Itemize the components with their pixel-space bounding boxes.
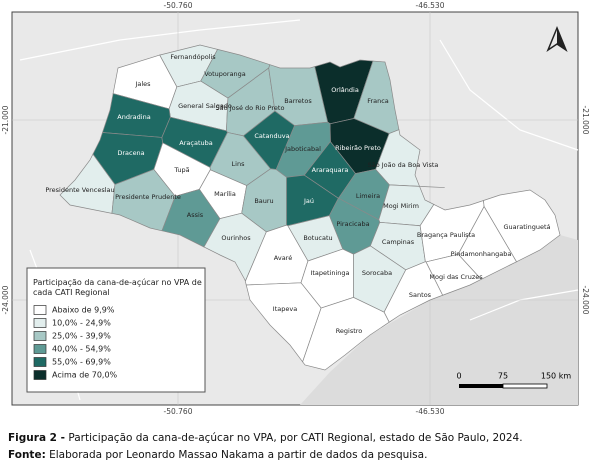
region-label: Campinas: [382, 238, 415, 246]
region: [203, 212, 267, 283]
region-label: Itapetininga: [310, 269, 349, 277]
region-label: São João da Boa Vista: [368, 161, 439, 169]
region-label: Ourinhos: [221, 234, 251, 242]
region-label: Sorocaba: [362, 269, 392, 277]
region-label: Pindamonhangaba: [451, 250, 512, 258]
map: Fernandópolis Jales Votuporanga General Sal…: [1, 1, 590, 416]
scale-bar: [459, 383, 548, 389]
source-label: Fonte:: [8, 449, 46, 461]
region-label: São José do Rio Preto: [216, 104, 285, 112]
legend-label: Abaixo de 9,9%: [52, 306, 115, 315]
region-label: Limeira: [356, 192, 380, 200]
coord-label: -46.530: [416, 407, 445, 416]
region-label: Catanduva: [254, 132, 289, 140]
region-label: Guaratinguetá: [503, 223, 550, 231]
region-label: General Salgado: [178, 102, 232, 110]
region: [375, 129, 445, 188]
region-label: Jales: [134, 80, 151, 88]
caption: Figura 2 - Participação da cana-de-açúca…: [8, 432, 523, 444]
region: [302, 297, 390, 371]
legend-swatch: [33, 318, 47, 328]
region-label: Santos: [409, 291, 432, 299]
region-label: Orlândia: [331, 86, 359, 94]
coord-label: -50.760: [164, 407, 193, 416]
coord-label: -46.530: [416, 1, 445, 10]
region-label: Franca: [367, 97, 389, 105]
region-label: Barretos: [284, 97, 312, 105]
caption-label: Figura 2 -: [8, 432, 66, 444]
region-label: Jaboticabal: [284, 145, 321, 153]
region-label: Ribeirão Preto: [335, 144, 381, 152]
scale-label: 75: [498, 372, 508, 381]
legend-swatch: [33, 357, 47, 367]
region-label: Bauru: [254, 197, 273, 205]
caption-text: Participação da cana-de-açúcar no VPA, p…: [68, 432, 523, 444]
region-label: Araraquara: [312, 166, 349, 174]
region-label: Fernandópolis: [170, 53, 216, 61]
scale-label: 150 km: [541, 372, 571, 381]
legend-box: [26, 267, 206, 393]
region: [59, 153, 116, 214]
coord-label: -21.000: [1, 105, 10, 134]
legend-label: 10,0% - 24,9%: [52, 319, 111, 328]
north-arrow: [546, 26, 568, 52]
legend-swatch: [33, 331, 47, 341]
region-label: Marília: [214, 190, 236, 198]
coord-label: -50.760: [164, 1, 193, 10]
legend-swatch: [33, 305, 47, 315]
legend-label: 40,0% - 54,9%: [52, 345, 111, 354]
region-label: Andradina: [117, 113, 150, 121]
legend-label: Acima de 70,0%: [52, 371, 118, 380]
sea: [300, 235, 578, 405]
region: [111, 169, 176, 232]
coord-label: -24.000: [1, 285, 10, 314]
source: Fonte: Elaborada por Leonardo Massao Nak…: [8, 449, 427, 461]
legend-swatch: [33, 370, 47, 380]
scale-label: 0: [456, 372, 461, 381]
region-label: Araçatuba: [179, 139, 212, 147]
source-text: Elaborada por Leonardo Massao Nakama a p…: [49, 449, 428, 461]
region-label: Mogi das Cruzes: [429, 273, 483, 281]
region-label: Votuporanga: [204, 70, 246, 78]
region-label: Lins: [232, 160, 246, 168]
region-label: Botucatu: [303, 234, 332, 242]
region-label: Presidente Venceslau: [45, 186, 114, 194]
region-label: Presidente Prudente: [115, 193, 181, 201]
region-label: Dracena: [117, 149, 144, 157]
region-label: Registro: [336, 327, 363, 335]
legend: Participação da cana-de-açúcar no VPA de…: [26, 267, 206, 393]
region-label: Avaré: [274, 254, 292, 262]
legend-title: Participação da cana-de-açúcar no VPA de…: [33, 278, 202, 297]
region: [161, 188, 221, 248]
region-label: Piracicaba: [336, 220, 369, 228]
legend-label: 55,0% - 69,9%: [52, 358, 111, 367]
region-label: Itapeva: [273, 305, 297, 313]
coord-label: -21.000: [581, 106, 590, 135]
region-label: Mogi Mirim: [383, 202, 419, 210]
legend-label: 25,0% - 39,9%: [52, 332, 111, 341]
region-label: Jaú: [303, 197, 314, 205]
coord-label: -24.000: [581, 286, 590, 315]
region-label: Bragança Paulista: [417, 231, 475, 239]
region-label: Tupã: [173, 166, 189, 174]
legend-swatch: [33, 344, 47, 354]
region-label: Assis: [187, 211, 204, 219]
region: [245, 282, 322, 363]
